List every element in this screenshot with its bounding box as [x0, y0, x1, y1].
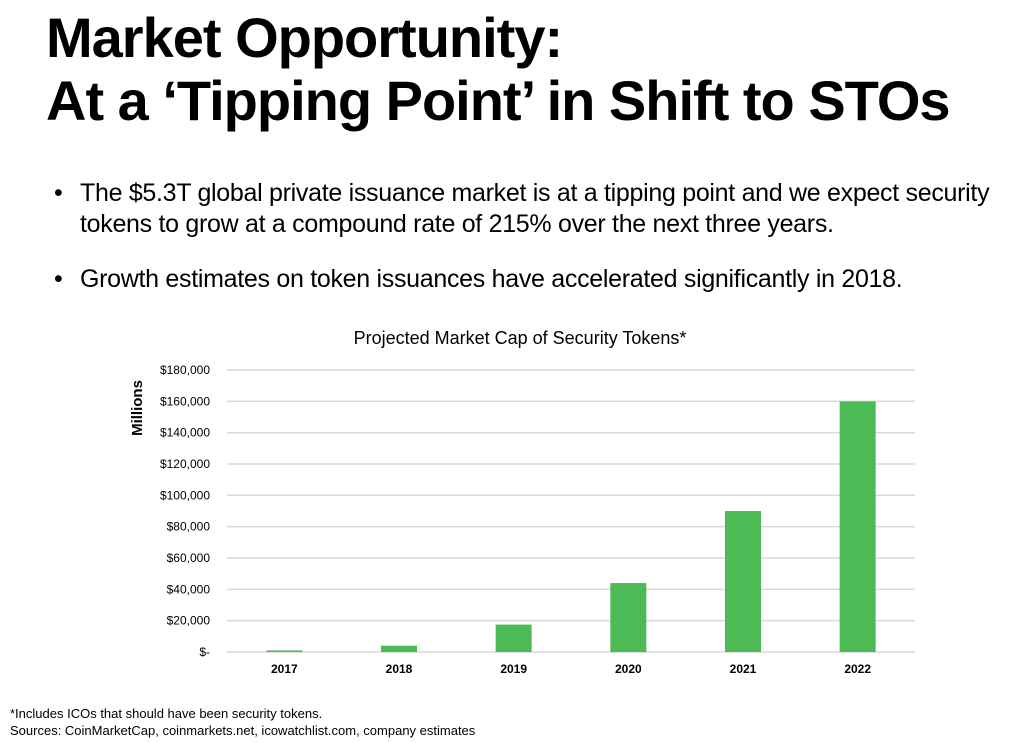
bar-2020	[610, 583, 647, 652]
y-tick-label: $60,000	[167, 551, 211, 565]
bar-2022	[839, 401, 876, 652]
bullet-item: • The $5.3T global private issuance marke…	[46, 178, 1020, 240]
x-tick-label: 2021	[730, 662, 757, 676]
x-tick-labels: 2017 2018 2019 2020 2021 2022	[271, 662, 871, 676]
title-line-2: At a ‘Tipping Point’ in Shift to STOs	[46, 69, 951, 132]
y-tick-label: $160,000	[160, 394, 210, 408]
bar-2021	[725, 511, 761, 652]
bullet-list: • The $5.3T global private issuance marke…	[46, 178, 1020, 319]
x-tick-label: 2017	[271, 662, 298, 676]
y-tick-labels: $- $20,000 $40,000 $60,000 $80,000 $100,000 $1…	[160, 363, 210, 659]
gridlines	[227, 369, 915, 653]
chart-title: Projected Market Cap of Security Tokens*	[354, 328, 687, 348]
bars	[266, 401, 876, 652]
bar-2017	[266, 650, 303, 652]
x-tick-label: 2020	[615, 662, 642, 676]
y-axis-label: Millions	[129, 380, 146, 436]
y-tick-label: $20,000	[167, 614, 211, 628]
bullet-text: The $5.3T global private issuance market…	[80, 179, 990, 238]
bar-chart: Projected Market Cap of Security Tokens*…	[129, 328, 915, 676]
sources-note: Sources: CoinMarketCap, coinmarkets.net,…	[10, 723, 476, 738]
x-tick-label: 2022	[844, 662, 871, 676]
x-tick-label: 2019	[500, 662, 527, 676]
y-tick-label: $-	[199, 645, 210, 659]
bar-2018	[381, 645, 417, 652]
y-tick-label: $180,000	[160, 363, 210, 377]
footnote: *Includes ICOs that should have been sec…	[10, 706, 323, 721]
y-tick-label: $80,000	[167, 520, 211, 534]
bullet-item: • Growth estimates on token issuances hav…	[46, 264, 1020, 295]
y-tick-label: $100,000	[160, 488, 210, 502]
bullet-icon: •	[54, 265, 63, 293]
bullet-text: Growth estimates on token issuances have…	[80, 265, 903, 293]
slide-title: Market Opportunity: At a ‘Tipping Point’…	[46, 6, 951, 132]
y-tick-label: $40,000	[167, 582, 211, 596]
title-line-1: Market Opportunity:	[46, 6, 563, 69]
y-tick-label: $120,000	[160, 457, 210, 471]
bullet-icon: •	[54, 179, 63, 207]
bar-2019	[495, 624, 532, 652]
y-tick-label: $140,000	[160, 426, 210, 440]
x-tick-label: 2018	[386, 662, 413, 676]
